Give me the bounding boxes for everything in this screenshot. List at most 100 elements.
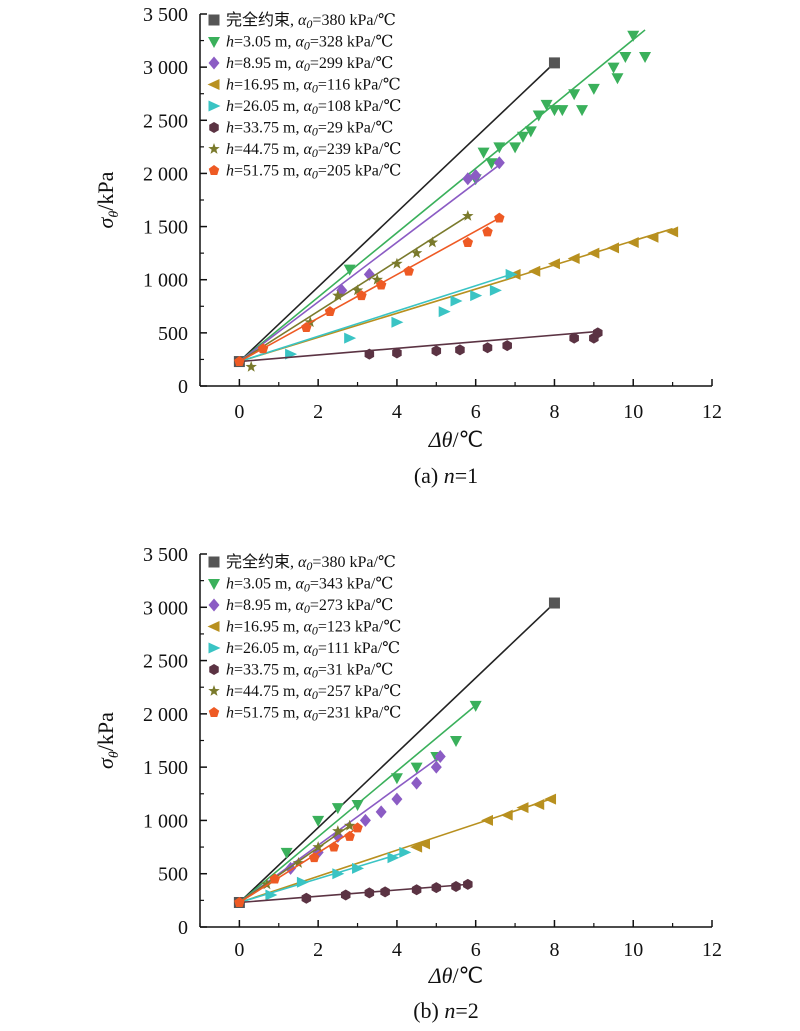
series-1 [238,700,482,904]
data-point [308,852,320,863]
data-point [524,126,537,138]
data-point [548,597,560,609]
legend-alpha-symbol: α [303,77,312,94]
legend-alpha-value: =205 kPa/℃ [318,163,401,180]
y-tick-label: 3 000 [143,57,188,79]
fit-line [239,798,551,904]
legend-alpha-symbol: α [303,163,312,180]
series-5 [239,327,603,363]
x-tick-label: 8 [549,401,559,423]
legend-item: h=3.05 m, α0=343 kPa/℃ [208,576,393,595]
series-7 [234,212,505,367]
legend-h-value: =26.05 m, [234,640,303,657]
data-point [371,273,383,285]
fit-line [238,217,500,363]
data-point [387,852,400,864]
series-6 [238,819,356,904]
y-tick-label: 2 000 [143,704,188,726]
legend-alpha-subscript: 0 [306,559,312,573]
legend-item: h=8.95 m, α0=273 kPa/℃ [208,597,393,616]
x-tick-label: 2 [313,939,323,961]
legend-alpha-value: =231 kPa/℃ [318,705,401,722]
y-tick-label: 500 [158,323,188,345]
data-point [351,799,364,811]
fit-line [238,602,556,904]
y-tick-label: 0 [178,917,188,939]
legend-alpha-subscript: 0 [312,103,318,117]
legend-h-symbol: h [226,141,234,158]
legend-alpha-symbol: α [295,55,304,72]
legend-label: h=44.75 m, α0=239 kPa/℃ [226,141,401,160]
fit-line [239,330,594,363]
legend-marker [208,100,221,112]
legend-marker [208,642,221,654]
y-axis-unit: /kPa [93,171,118,210]
legend-alpha-symbol: α [303,619,312,636]
x-tick-label: 10 [623,939,643,961]
legend-alpha-value: =239 kPa/℃ [318,141,401,158]
legend-item: h=8.95 m, α0=299 kPa/℃ [208,55,393,74]
data-point [411,776,423,790]
data-point [568,89,581,101]
legend: 完全约束, α0=380 kPa/℃h=3.05 m, α0=328 kPa/℃… [207,11,401,182]
data-point [482,342,493,354]
data-point [280,847,293,859]
caption-variable: n [444,463,455,488]
legend-marker [208,707,220,717]
data-point [540,99,553,111]
legend-h-value: =3.05 m, [234,576,295,593]
y-axis-subscript: θ [107,751,122,758]
legend-label: h=3.05 m, α0=328 kPa/℃ [226,34,393,53]
legend-label-text: 完全约束, [226,11,298,29]
legend-marker [208,579,220,590]
data-point [516,802,529,814]
x-tick-label: 4 [392,401,402,423]
legend-alpha-value: =328 kPa/℃ [310,34,393,51]
y-tick-label: 1 500 [143,757,188,779]
x-tick-label: 0 [234,939,244,961]
legend-h-symbol: h [226,705,234,722]
data-point [324,306,336,317]
legend-item: h=33.75 m, α0=29 kPa/℃ [209,120,393,139]
data-point [332,868,345,880]
legend-marker [208,685,220,696]
legend-label: h=26.05 m, α0=111 kPa/℃ [226,640,400,659]
data-point [265,889,278,901]
legend-alpha-value: =343 kPa/℃ [310,576,393,593]
legend-h-value: =16.95 m, [234,77,303,94]
y-axis-title: σθ/kPa [93,712,122,769]
fit-line [238,825,351,904]
legend-alpha-subscript: 0 [304,602,310,616]
data-point [544,793,557,805]
legend-alpha-value: =273 kPa/℃ [310,597,393,614]
x-axis-title: Δθ/℃ [428,427,484,452]
legend-alpha-subscript: 0 [312,146,318,160]
data-point [569,332,579,344]
data-point [493,142,506,154]
legend-alpha-symbol: α [303,141,312,158]
legend-label: h=3.05 m, α0=343 kPa/℃ [226,576,393,595]
y-axis-symbol: σ [93,757,118,769]
legend-item: h=16.95 m, α0=116 kPa/℃ [207,77,401,96]
data-point [462,237,474,247]
data-point [410,762,423,774]
x-tick-label: 2 [313,401,323,423]
legend-h-value: =44.75 m, [234,141,303,158]
data-point [481,814,494,826]
y-tick-label: 500 [158,864,188,886]
y-tick-label: 1 000 [143,810,188,832]
legend-label-text: 完全约束, [226,553,298,571]
data-point [587,247,600,259]
legend-h-value: =26.05 m, [234,98,303,115]
legend-item: h=51.75 m, α0=231 kPa/℃ [208,705,401,724]
data-point [626,237,639,249]
x-tick-label: 0 [234,401,244,423]
y-axis-subscript: θ [107,211,122,218]
data-point [364,887,375,899]
legend-label: h=16.95 m, α0=116 kPa/℃ [226,77,401,96]
data-point [312,841,324,852]
y-tick-label: 1 500 [143,217,188,239]
panel-caption: (a) n=1 [414,463,478,488]
data-point [611,73,624,85]
legend-alpha-subscript: 0 [304,581,310,595]
